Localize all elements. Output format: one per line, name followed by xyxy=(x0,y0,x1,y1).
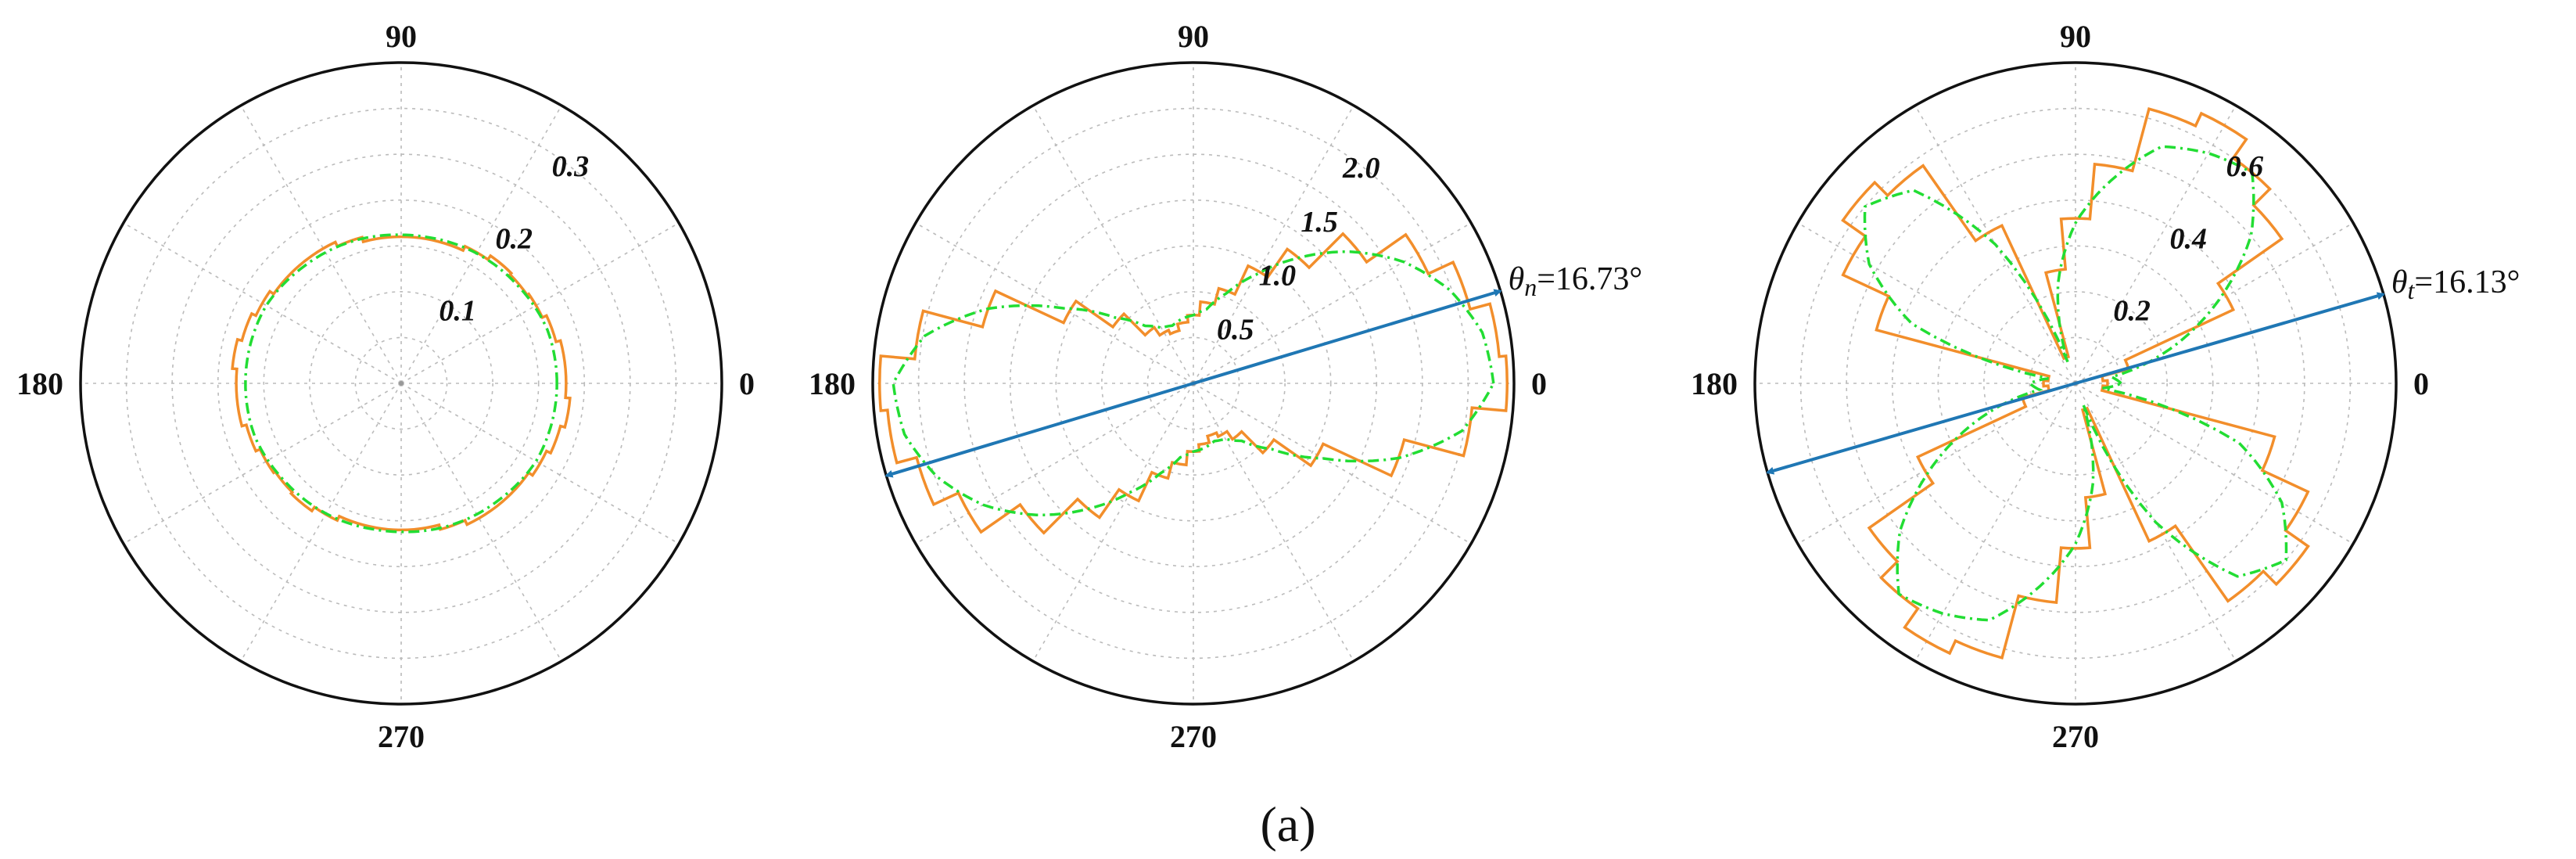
grid-spoke xyxy=(1032,383,1194,662)
grid-spoke xyxy=(240,383,402,662)
grid-spoke xyxy=(2075,383,2354,545)
grid-spoke xyxy=(1193,383,1472,545)
grid-spoke xyxy=(1914,383,2076,662)
grid-spoke xyxy=(123,383,402,545)
measured-distribution xyxy=(231,235,572,532)
grid-spoke xyxy=(400,383,562,662)
principal-direction-arrow xyxy=(884,289,1502,478)
grid-spoke xyxy=(915,222,1194,384)
angle-tick-label: 270 xyxy=(378,719,425,754)
grid-spoke xyxy=(1193,105,1354,384)
r-tick-label: 0.2 xyxy=(495,222,533,255)
angle-tick-label: 90 xyxy=(386,19,417,54)
grid-ring xyxy=(263,245,540,522)
grid-spoke xyxy=(915,383,1194,545)
polar-chart-1: 0.1 0.2 0.3 0 90 180 270 xyxy=(16,19,755,754)
angle-tick-label: 90 xyxy=(2060,19,2091,54)
grid-spoke xyxy=(2075,105,2237,384)
angle-tick-label: 180 xyxy=(1691,366,1738,401)
grid-spoke xyxy=(1193,222,1472,384)
r-tick-label: 0.4 xyxy=(2169,222,2207,255)
r-tick-label: 0.2 xyxy=(2113,295,2151,328)
r-tick-label: 0.3 xyxy=(552,150,590,183)
polar-frame xyxy=(1753,61,2398,706)
angle-tick-label: 0 xyxy=(739,366,755,401)
grid-spoke xyxy=(1914,105,2076,384)
fitted-curve xyxy=(892,250,1495,516)
r-tick-label: 1.0 xyxy=(1259,260,1297,293)
angle-tick-label: 180 xyxy=(809,366,856,401)
grid-spoke xyxy=(240,105,402,384)
grid-spoke xyxy=(1193,383,1354,662)
grid-spoke xyxy=(1797,222,2076,384)
r-tick-label: 0.1 xyxy=(439,295,476,328)
polar-frame xyxy=(79,61,723,706)
principal-direction-label: θn=16.73° xyxy=(1509,261,1643,301)
grid-ring xyxy=(354,336,448,430)
grid-spoke xyxy=(400,383,680,545)
figure-caption: (a) xyxy=(1260,796,1315,852)
principal-direction-label: θt=16.13° xyxy=(2391,264,2520,304)
grid-spoke xyxy=(1797,383,2076,545)
principal-direction-arrow xyxy=(1766,292,2385,475)
grid-spoke xyxy=(1032,105,1194,384)
r-tick-label: 2.0 xyxy=(1342,152,1380,185)
r-tick-label: 1.5 xyxy=(1301,206,1338,239)
angle-tick-label: 90 xyxy=(1178,19,1209,54)
r-tick-label: 0.6 xyxy=(2226,150,2264,183)
polar-frame xyxy=(871,61,1516,706)
polar-center xyxy=(399,381,404,386)
grid-spoke xyxy=(2075,222,2354,384)
polar-chart-3: 0.2 0.4 0.6 0 90 180 270 θt=16.13° xyxy=(1691,19,2520,754)
r-tick-label: 0.5 xyxy=(1217,313,1254,346)
grid-ring xyxy=(309,291,493,476)
grid-spoke xyxy=(400,222,680,384)
angle-tick-label: 0 xyxy=(2413,366,2429,401)
grid-spoke xyxy=(400,105,562,384)
grid-ring xyxy=(217,199,586,568)
grid-spoke xyxy=(2075,383,2237,662)
angle-tick-label: 270 xyxy=(2052,719,2099,754)
fitted-curve xyxy=(1863,145,2288,622)
angle-tick-label: 180 xyxy=(16,366,63,401)
fitted-curve xyxy=(244,233,558,534)
polar-chart-2: 0.51.01.52.0 0 90 180 270 θn=16.73° xyxy=(809,19,1642,754)
angle-tick-label: 0 xyxy=(1531,366,1547,401)
grid-spoke xyxy=(123,222,402,384)
angle-tick-label: 270 xyxy=(1170,719,1217,754)
